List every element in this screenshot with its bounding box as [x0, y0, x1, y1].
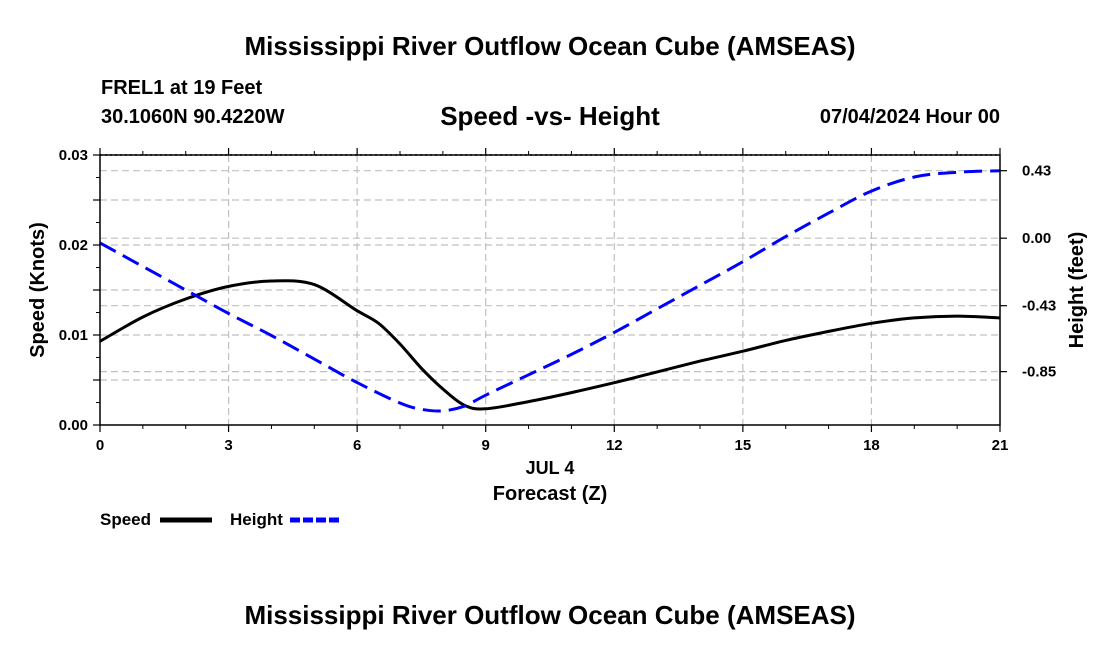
- x-axis-label: Forecast (Z): [493, 483, 607, 505]
- y-tick-label: 0.01: [59, 327, 88, 344]
- y-tick-label: 0.00: [59, 417, 88, 434]
- series-line-height: [100, 171, 1000, 411]
- series-lines: [100, 171, 1000, 411]
- x-tick-label: 0: [96, 437, 104, 454]
- y-tick-label: 0.03: [59, 147, 88, 164]
- x-tick-label: 9: [482, 437, 490, 454]
- y2-tick-label: 0.00: [1022, 230, 1051, 247]
- legend: Speed Height: [100, 510, 342, 529]
- y2-axis-label: Height (feet): [1066, 232, 1088, 349]
- y-axis-label: Speed (Knots): [27, 222, 49, 358]
- x-tick-label: 3: [224, 437, 232, 454]
- y2-tick-label: -0.85: [1022, 364, 1056, 381]
- series-line-speed: [100, 281, 1000, 409]
- legend-height-label: Height: [230, 510, 283, 529]
- x-axis-date-label: JUL 4: [526, 458, 575, 478]
- x-tick-label: 18: [863, 437, 880, 454]
- y2-tick-label: 0.43: [1022, 163, 1051, 180]
- x-tick-label: 15: [735, 437, 752, 454]
- legend-speed-label: Speed: [100, 510, 151, 529]
- x-tick-label: 12: [606, 437, 623, 454]
- axis-ticks: 0 3 6 9 12 15 18 21 0.00 0.01 0.02 0.03 0.43 0.00 -0.4…: [59, 147, 1056, 454]
- x-tick-label: 21: [992, 437, 1009, 454]
- x-tick-label: 6: [353, 437, 361, 454]
- chart-svg: 0 3 6 9 12 15 18 21 0.00 0.01 0.02 0.03 0.43 0.00 -0.4…: [0, 0, 1100, 650]
- y-tick-label: 0.02: [59, 237, 88, 254]
- y2-tick-label: -0.43: [1022, 298, 1056, 315]
